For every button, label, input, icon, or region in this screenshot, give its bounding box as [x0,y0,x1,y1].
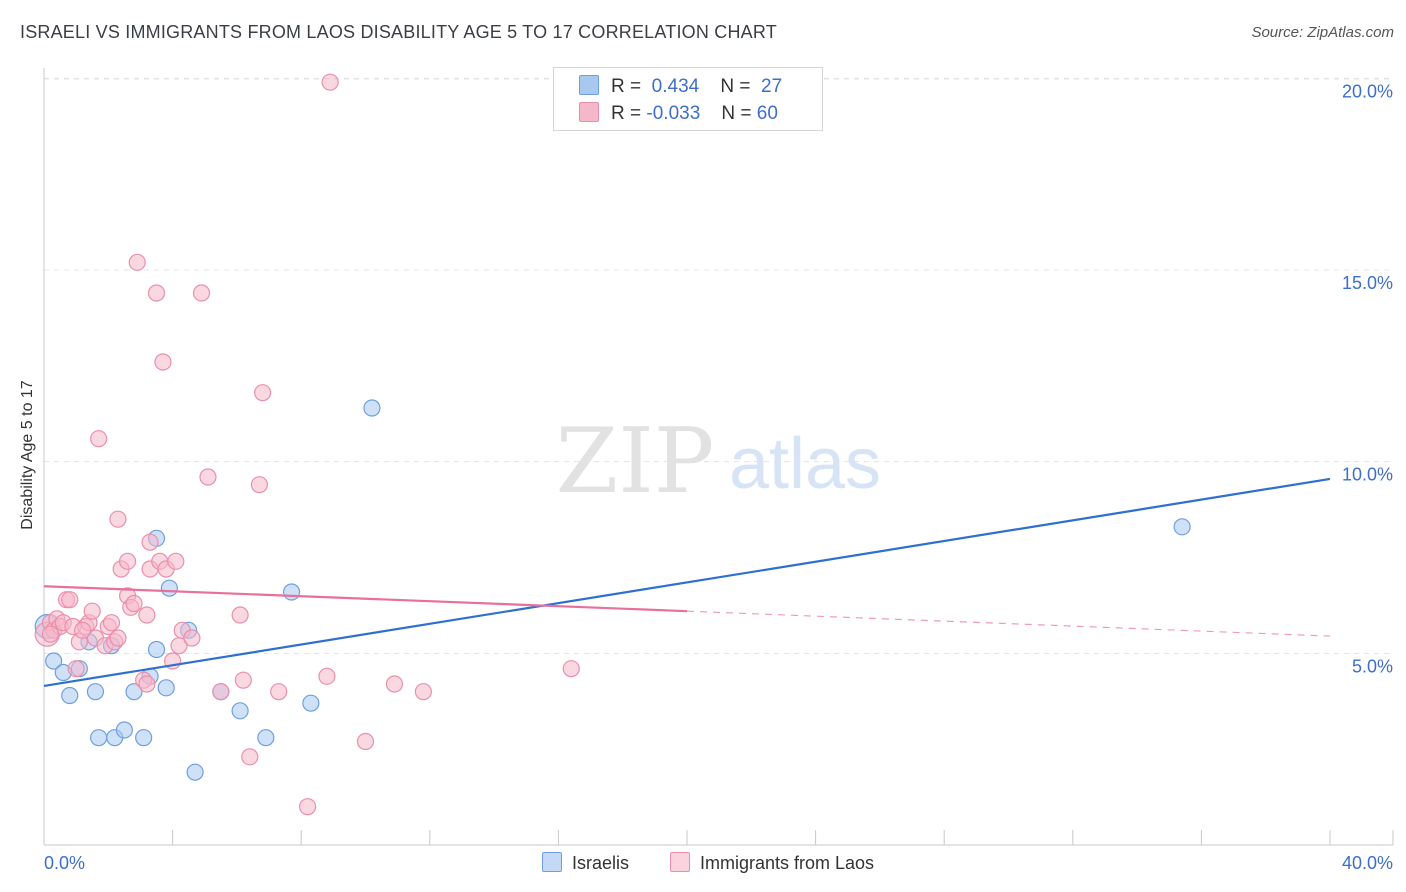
laos-point [231,606,249,624]
israeli-point [86,683,105,701]
laos-point [356,732,375,751]
israeli-point [125,683,143,701]
israeli-point [45,652,63,670]
laos-point [318,667,336,685]
israeli-point [160,579,178,597]
israelis-trend-line [43,477,1331,688]
y-tick-label: 10.0% [1342,465,1393,485]
legend-row-laos: R = -0.033 N = 60 [579,102,778,125]
israeli-point [115,721,133,739]
y-tick-label: 5.0% [1352,656,1393,676]
chart-title: ISRAELI VS IMMIGRANTS FROM LAOS DISABILI… [20,22,777,42]
laos-point [154,353,172,371]
israeli-point [135,729,153,747]
laos-point [109,510,127,528]
laos-point [109,629,127,647]
israeli-point [231,702,249,720]
laos-legend-swatch [670,852,690,872]
laos-point [138,675,156,693]
laos-point [128,253,146,271]
bottom-legend-laos[interactable]: Immigrants from Laos [670,852,874,874]
laos-swatch [579,102,599,122]
israeli-point [186,763,204,781]
tick-label-layer: 5.0% 10.0% 15.0% 20.0% 0.0% 40.0% [44,81,1393,873]
legend-r-label: R = [611,103,642,124]
watermark: ZIP atlas [556,409,881,514]
israelis-legend-swatch [542,852,562,872]
bottom-legend-israelis[interactable]: Israelis [542,852,629,874]
points-layer [34,73,1191,816]
laos-point [562,660,580,678]
legend-n-label: N = [721,103,752,124]
laos-point [67,660,85,678]
laos-point [138,606,156,624]
y-tick-label: 15.0% [1342,273,1393,293]
laos-point [83,602,101,620]
laos-point [212,683,230,701]
israeli-point [147,640,166,659]
legend-row-israelis: R = 0.434 N = 27 [579,75,782,98]
legend-box: R = 0.434 N = 27 R = -0.033 N = 60 [553,67,823,131]
legend-r-label: R = [611,76,642,97]
watermark-atlas: atlas [729,424,881,504]
laos-trend-line-dashed [686,610,1331,637]
legend-r-value-israelis: 0.434 [651,76,700,97]
laos-point [61,591,79,609]
laos-point [414,683,432,701]
laos-point [321,73,339,91]
y-tick-label: 20.0% [1342,81,1393,101]
laos-point [241,748,259,766]
laos-point [125,594,143,613]
laos-point [192,284,211,302]
laos-point [102,614,121,632]
laos-point [199,468,217,486]
israeli-point [282,583,301,601]
laos-point [118,552,137,570]
israeli-point [61,686,79,705]
laos-trend-line [43,585,688,613]
grid-layer [44,77,1393,654]
laos-point [90,430,108,448]
israelis-swatch [579,75,599,95]
laos-point [141,533,159,551]
legend-n-label: N = [720,76,751,97]
israelis-legend-label: Israelis [572,853,630,873]
legend-n-value-laos: 60 [756,103,778,124]
watermark-zip: ZIP [556,409,715,514]
laos-point [234,671,252,689]
laos-point [73,621,92,639]
laos-point [147,284,166,302]
laos-point [299,798,317,816]
israeli-point [257,729,275,747]
laos-point [183,629,201,647]
x-tick-label-left: 0.0% [44,853,85,873]
laos-point [41,625,60,643]
legend-n-value-israelis: 27 [761,76,783,97]
laos-point [254,384,272,402]
israeli-point [90,729,108,747]
israeli-point [157,679,175,697]
laos-legend-label: Immigrants from Laos [700,853,875,873]
israeli-point [302,694,320,712]
source-credit: Source: ZipAtlas.com [1251,24,1394,41]
trend-layer [43,477,1331,688]
israeli-point [1173,518,1191,536]
axis-layer [43,68,1394,846]
laos-point [167,552,185,570]
legend-r-value-laos: -0.033 [646,103,701,124]
laos-point [250,476,269,494]
laos-point [385,675,404,693]
x-tick-label-right: 40.0% [1342,853,1393,873]
laos-point [270,683,288,701]
israeli-point [363,399,381,417]
